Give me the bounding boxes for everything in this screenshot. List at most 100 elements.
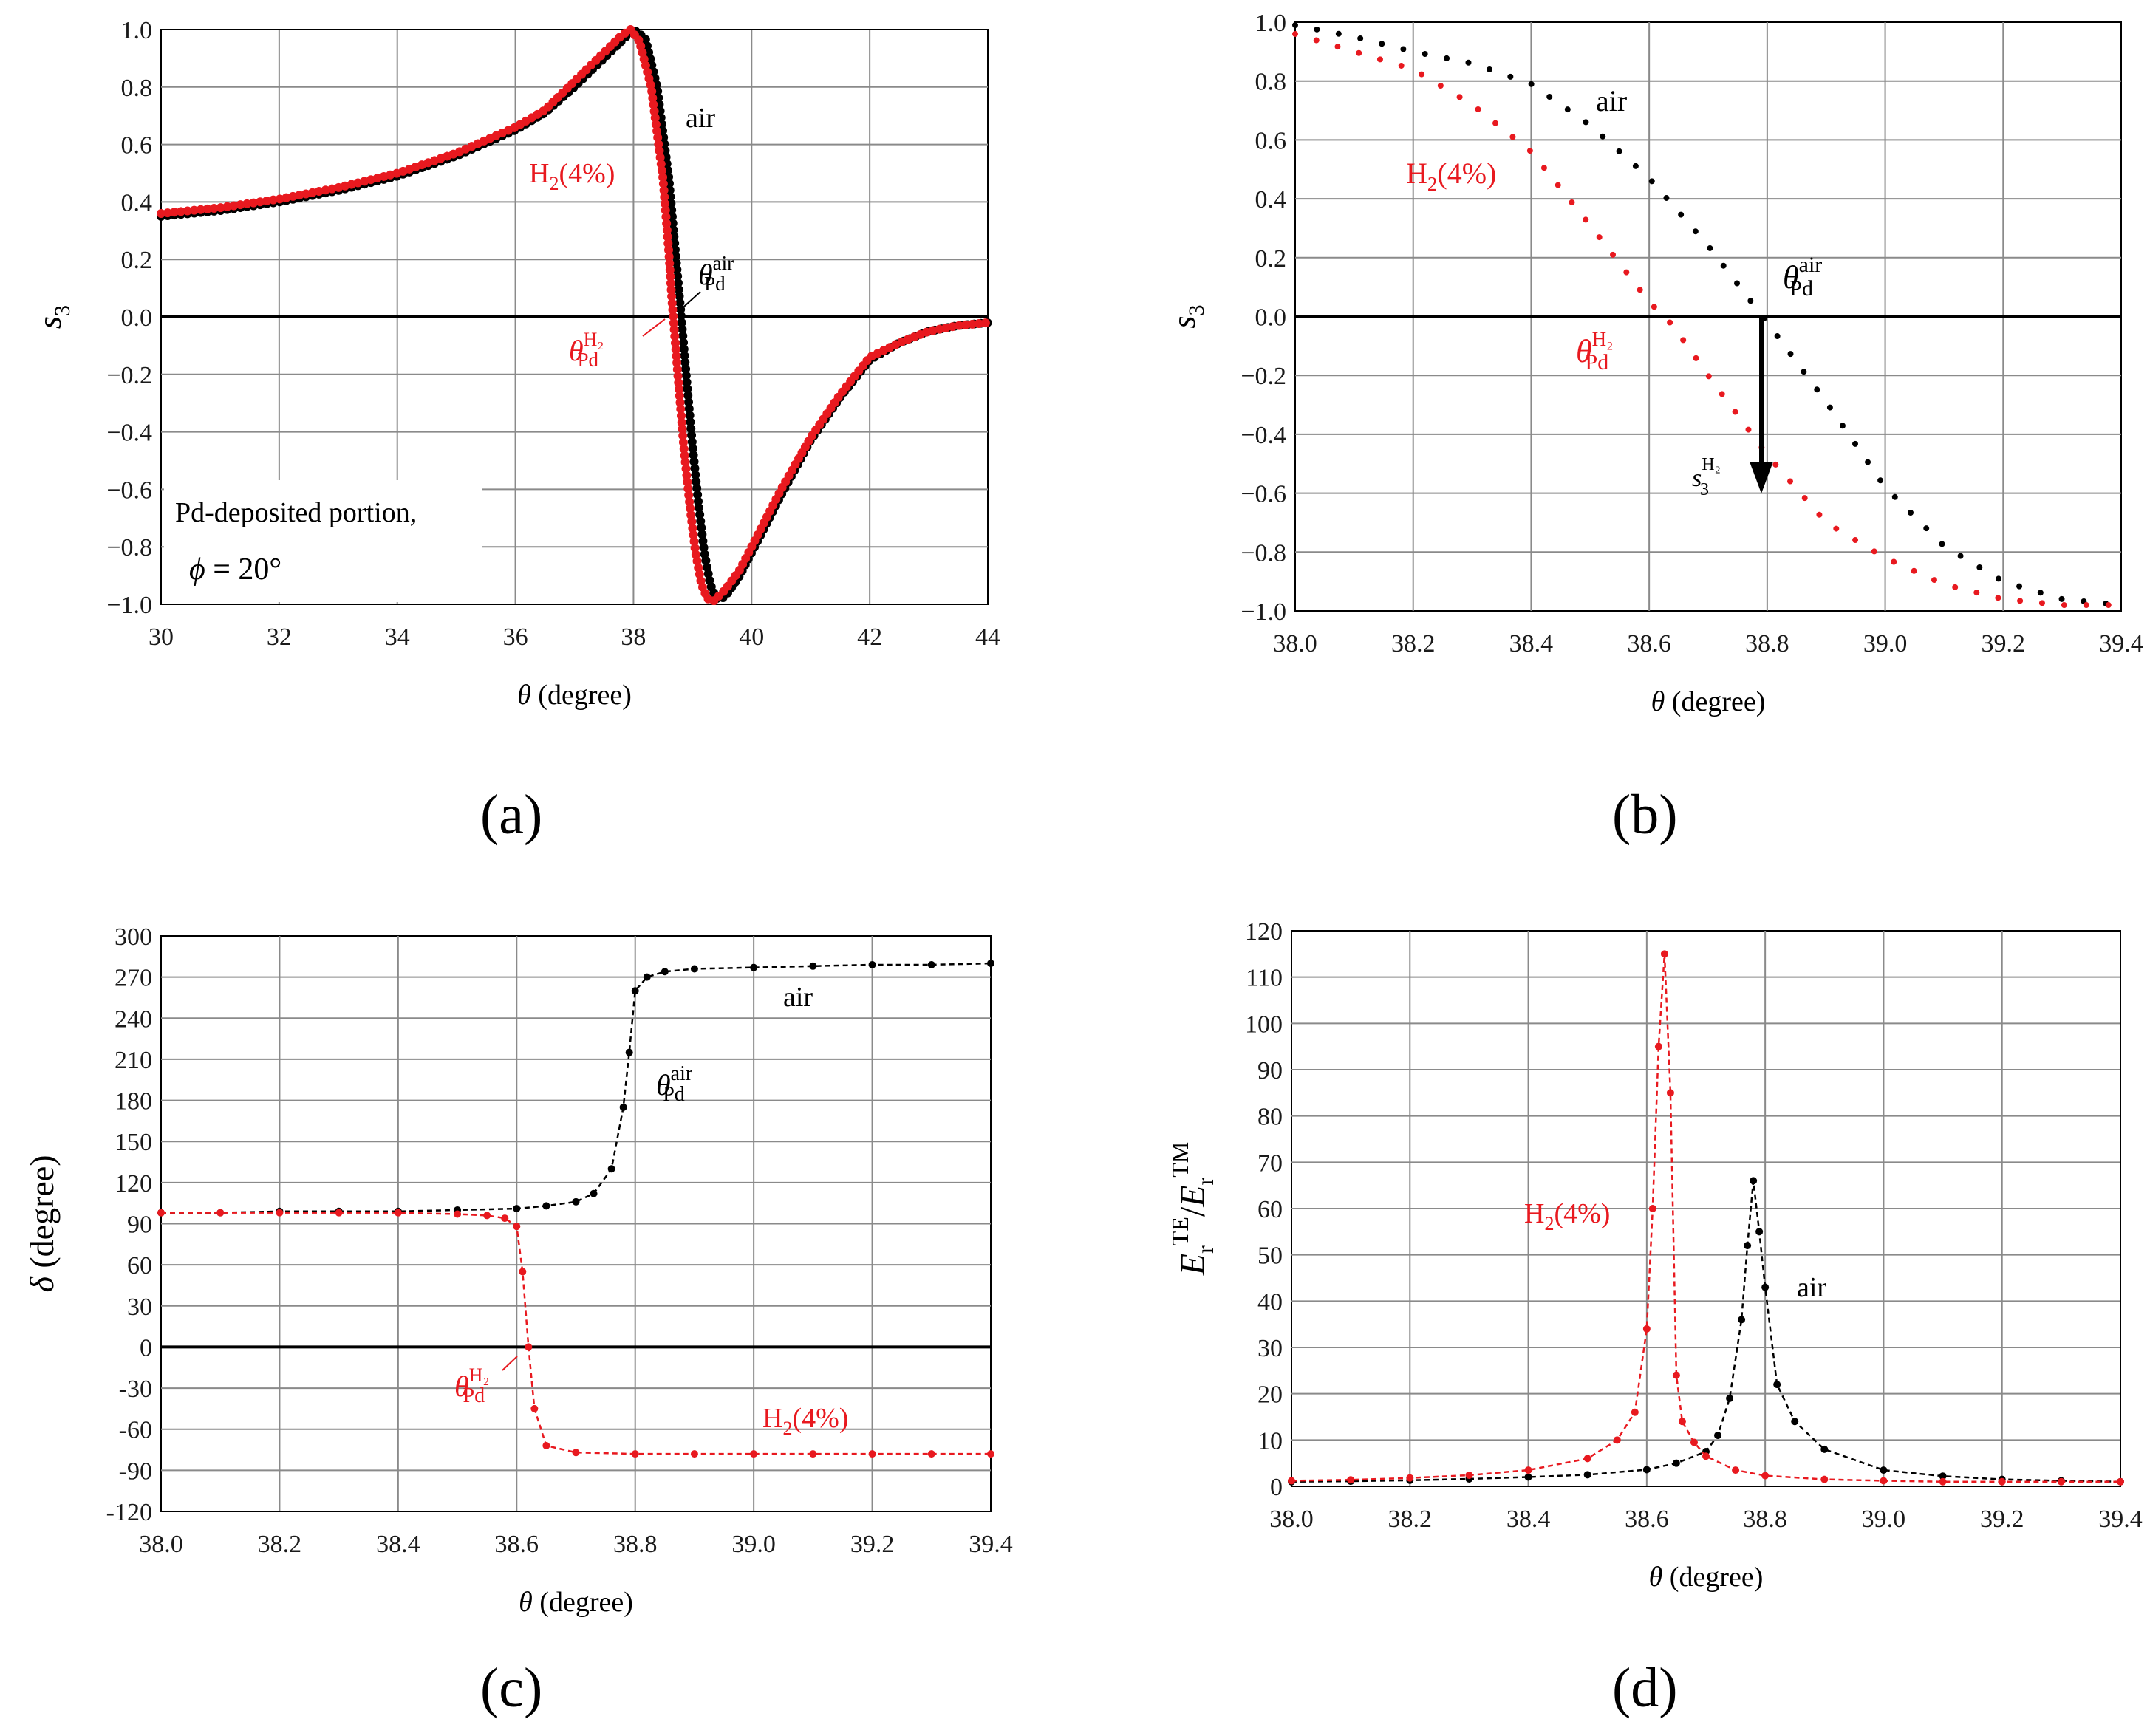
- y-axis-title-b-part-1: 3: [1184, 304, 1209, 315]
- x-axis-title-a-part-0: θ: [517, 680, 531, 711]
- data-point-air: [607, 1165, 615, 1173]
- x-axis-title-c-part-1: (degree): [533, 1587, 633, 1618]
- x-tick-label: 38.2: [1391, 630, 1436, 657]
- data-point-h2: [394, 1209, 402, 1217]
- y-tick-label: 0: [1270, 1474, 1283, 1501]
- y-tick-label: 90: [1257, 1057, 1283, 1084]
- x-tick-label: 38.2: [258, 1531, 302, 1558]
- data-point-air: [1820, 1445, 1829, 1453]
- chart-b: 38.0 38.2 38.4 38.6 38.8 39.0 39.2 39.4 −1.0 −0.8…: [1166, 10, 2143, 717]
- label-h2-c-part-0: H: [762, 1403, 782, 1434]
- arrow-head-b: [1750, 462, 1773, 493]
- label-air-c: air: [783, 982, 813, 1013]
- x-tick-label: 39.0: [731, 1531, 776, 1558]
- y-tick-label: 30: [127, 1294, 152, 1321]
- y-tick-label: 240: [115, 1005, 152, 1033]
- data-point-h2: [1613, 1436, 1621, 1444]
- data-point-air: [631, 987, 639, 995]
- label-theta-h2-b-part-0: θ: [1576, 333, 1592, 369]
- panel-label-c: (c): [480, 1657, 543, 1719]
- y-tick-label: 80: [1257, 1104, 1283, 1131]
- x-tick-label: 39.4: [969, 1531, 1013, 1558]
- data-point-air: [1880, 1466, 1888, 1474]
- data-point-air: [625, 1048, 633, 1056]
- y-axis-title-a-part-1: 3: [50, 305, 75, 316]
- data-point-h2: [1732, 1466, 1740, 1474]
- data-point-h2: [1666, 1089, 1674, 1097]
- y-tick-label: −0.4: [1240, 422, 1286, 449]
- y-tick-label: -90: [119, 1458, 152, 1485]
- y-tick-label: -60: [119, 1417, 152, 1444]
- x-axis-title-c-part-0: θ: [519, 1587, 533, 1618]
- y-tick-label: −0.8: [106, 534, 152, 561]
- x-tick-label: 38.0: [139, 1531, 183, 1558]
- data-point-air: [590, 1189, 598, 1197]
- data-point-air: [1714, 1432, 1722, 1440]
- y-tick-label: -30: [119, 1376, 152, 1403]
- label-h2-a-part-1: 2: [549, 173, 559, 194]
- y-axis-title-d-part-1: r: [1192, 1245, 1218, 1254]
- data-point-air: [690, 965, 698, 973]
- label-theta-air-b-part-0: θ: [1783, 259, 1799, 295]
- x-tick-label: 32: [267, 623, 292, 651]
- data-point-h2: [1880, 1477, 1888, 1485]
- data-point-h2: [572, 1449, 580, 1457]
- data-point-h2: [1654, 1042, 1662, 1050]
- data-point-h2: [525, 1343, 533, 1351]
- data-point-h2: [1998, 1477, 2006, 1486]
- label-h2-d-part-1: 2: [1544, 1213, 1554, 1234]
- label-theta-air-b-part-1: air: [1799, 253, 1823, 277]
- x-tick-label: 30: [149, 623, 174, 651]
- y-tick-label: 40: [1257, 1288, 1283, 1316]
- x-tick-label: 38.0: [1269, 1506, 1314, 1533]
- y-axis-title-b-part-0: s: [1166, 315, 1202, 328]
- label-h2-d-part-0: H: [1524, 1198, 1544, 1229]
- y-tick-label: 0.2: [1255, 245, 1287, 273]
- data-point-air: [809, 962, 817, 970]
- y-axis-title-c: δ (degree): [23, 1155, 61, 1292]
- label-theta-air-c-part-0: θ: [656, 1068, 671, 1101]
- data-point-h2: [1642, 1325, 1651, 1333]
- data-point-air: [1726, 1394, 1734, 1402]
- data-point-air: [1761, 1283, 1770, 1291]
- data-point-h2: [335, 1209, 343, 1217]
- x-axis-title-b-part-0: θ: [1651, 686, 1665, 717]
- arrow-theta-air-a: [678, 291, 701, 312]
- x-tick-label: 39.0: [1862, 1506, 1906, 1533]
- y-axis-title-a-part-0: s: [32, 316, 68, 329]
- y-tick-label: −1.0: [106, 592, 152, 619]
- data-point-air: [1773, 1381, 1781, 1389]
- x-axis-title-d: θ (degree): [1649, 1562, 1764, 1593]
- label-theta-h2-a-part-2: Pd: [578, 349, 599, 371]
- x-tick-label: 39.4: [2099, 630, 2143, 657]
- data-point-h2: [1761, 1472, 1770, 1480]
- label-theta-h2-a-part-0: θ: [569, 334, 584, 367]
- x-tick-label: 34: [385, 623, 410, 651]
- annotation-text-line2-a: ϕ = 20°: [189, 553, 281, 587]
- x-tick-label: 39.0: [1863, 630, 1908, 657]
- label-theta-air-a-part-1: air: [713, 252, 734, 274]
- x-tick-label: 38.6: [1625, 1506, 1669, 1533]
- y-tick-label: 300: [115, 923, 152, 951]
- series-h2-dots: [1292, 30, 2124, 609]
- y-tick-label: −0.2: [106, 362, 152, 389]
- y-tick-label: 210: [115, 1047, 152, 1074]
- data-point-h2: [927, 1450, 935, 1458]
- y-tick-label: 0.2: [121, 247, 153, 274]
- data-point-h2: [809, 1450, 817, 1458]
- data-point-h2: [501, 1214, 509, 1223]
- data-point-air: [1642, 1466, 1651, 1474]
- data-point-air: [1791, 1418, 1799, 1426]
- label-h2-a-part-0: H: [529, 158, 549, 189]
- data-point-h2: [690, 1450, 698, 1458]
- y-tick-label: -120: [106, 1499, 152, 1526]
- data-point-air: [750, 963, 758, 971]
- label-theta-air-c-part-2: Pd: [663, 1083, 685, 1106]
- data-point-h2: [276, 1209, 284, 1217]
- label-theta-h2-a: θH₂ Pd: [569, 329, 604, 371]
- series-air-line: [1291, 1180, 2121, 1483]
- label-theta-air-a: θair Pd: [698, 252, 734, 295]
- y-tick-label: 50: [1257, 1243, 1283, 1270]
- label-theta-air-b: θair Pd: [1783, 253, 1822, 301]
- data-point-air: [1583, 1471, 1591, 1479]
